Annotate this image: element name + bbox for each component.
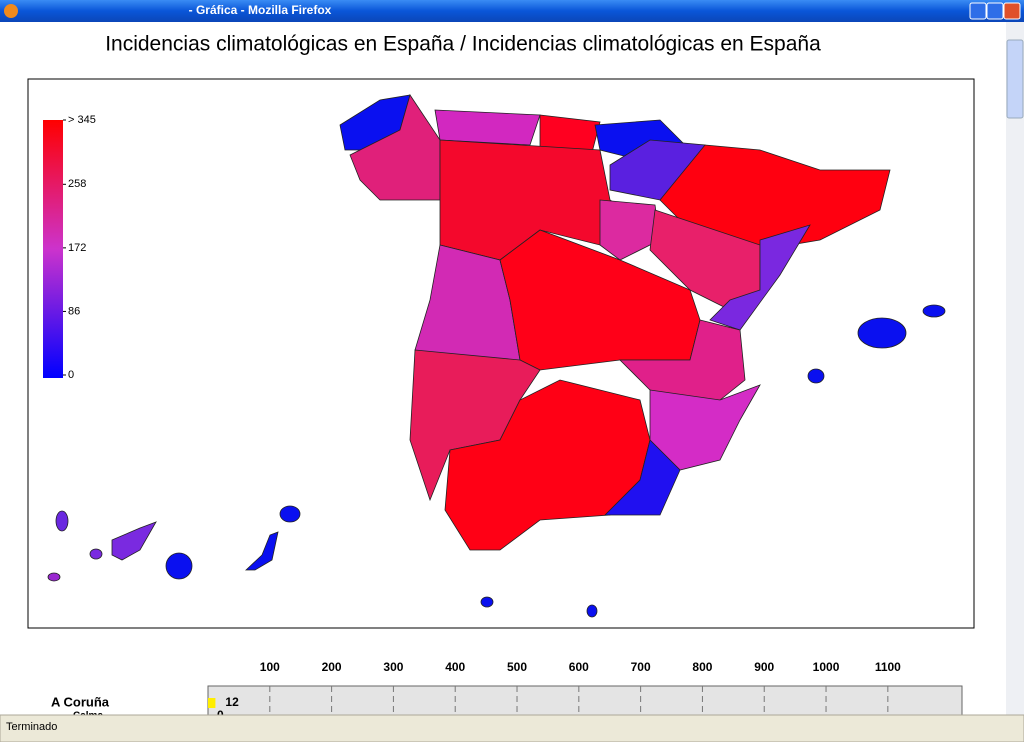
maximize-button[interactable] (986, 2, 1004, 20)
value-label: 12 (225, 695, 239, 709)
x-tick-label: 500 (507, 660, 527, 674)
legend-label: 86 (68, 305, 80, 317)
status-bar (0, 714, 1024, 743)
group-label: A Coruña (51, 694, 110, 709)
x-tick-label: 300 (383, 660, 403, 674)
value-label: 0 (217, 708, 224, 722)
x-tick-label: 700 (631, 660, 651, 674)
x-tick-label: 1000 (813, 660, 840, 674)
minimize-button[interactable] (969, 2, 987, 20)
x-tick-label: 200 (322, 660, 342, 674)
legend-label: 0 (68, 369, 74, 381)
x-tick-label: 900 (754, 660, 774, 674)
map-title: Incidencias climatológicas en España / I… (105, 33, 821, 56)
status-text: Terminado (6, 721, 57, 733)
legend-label: > 345 (68, 114, 96, 126)
content: Incidencias climatológicas en España / I… (27, 33, 975, 722)
x-tick-label: 400 (445, 660, 465, 674)
x-tick-label: 600 (569, 660, 589, 674)
x-tick-label: 100 (260, 660, 280, 674)
legend-label: 258 (68, 178, 86, 190)
scrollbar[interactable] (1006, 22, 1024, 715)
category-label: Calma (73, 711, 103, 722)
scroll-thumb[interactable] (1006, 39, 1024, 119)
app-icon (4, 4, 18, 18)
map-regions (47, 94, 946, 618)
window-title: - Gráfica - Mozilla Firefox (189, 3, 332, 17)
x-tick-label: 800 (692, 660, 712, 674)
title-bar (0, 0, 1024, 22)
legend-label: 172 (68, 242, 86, 254)
bar (208, 698, 216, 708)
close-button[interactable] (1003, 2, 1021, 20)
x-tick-label: 1100 (875, 660, 901, 674)
legend-ramp (43, 120, 63, 378)
chart-plot-area (207, 685, 963, 715)
